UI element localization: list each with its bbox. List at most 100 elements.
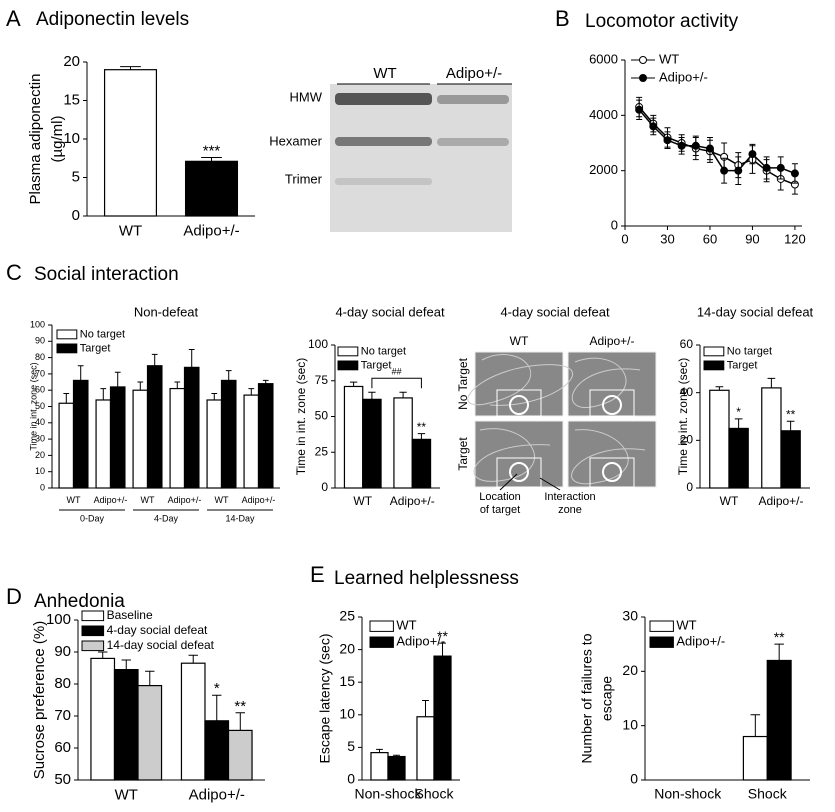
error-bar — [100, 388, 107, 400]
y-tick-label: 90 — [54, 643, 71, 660]
x-tick-label: Shock — [748, 786, 788, 802]
group-label: 4-Day — [154, 513, 179, 523]
y-tick-label: 20 — [339, 640, 355, 656]
marker — [748, 150, 757, 159]
bar — [227, 729, 253, 781]
x-tick-label: Non-shock — [355, 786, 423, 802]
y-axis-label: Escape latency (sec) — [317, 634, 333, 764]
y-tick-label: 25 — [339, 608, 355, 624]
bar — [742, 735, 768, 781]
y-tick-label: 20 — [680, 433, 694, 447]
x-tick-label: WT — [353, 494, 372, 508]
bar — [257, 383, 274, 489]
panel-letter: B — [555, 6, 570, 31]
error-bar — [734, 418, 743, 429]
legend-swatch — [56, 343, 78, 354]
x-tick-label: Adipo+/- — [390, 494, 435, 508]
tracks-title: 4-day social defeat — [500, 304, 610, 319]
legend-swatch — [649, 620, 674, 632]
y-tick-label: 0 — [630, 771, 638, 787]
annotation: ** — [786, 407, 796, 421]
blot-group: Adipo+/- — [446, 65, 502, 82]
legend-label: Adipo+/- — [659, 69, 708, 84]
panel-title: Anhedonia — [34, 591, 125, 612]
legend-swatch — [649, 636, 674, 648]
annotation: * — [736, 405, 741, 419]
panel-title: Social interaction — [34, 264, 179, 285]
chart-title: 4-day social defeat — [335, 304, 445, 319]
marker — [790, 169, 799, 178]
legend-label: Target — [80, 342, 111, 354]
legend-label: No target — [361, 345, 406, 357]
x-tick-label: Adipo+/- — [183, 222, 239, 239]
panel-title: Adiponectin levels — [36, 9, 189, 30]
bracket-label: ## — [392, 367, 402, 377]
marker — [720, 166, 729, 175]
panel-title: Learned helplessness — [334, 568, 519, 589]
y-tick-label: 30 — [35, 433, 45, 443]
legend-marker — [639, 74, 647, 82]
marker — [734, 166, 743, 175]
y-tick-label: 100 — [308, 337, 328, 351]
line — [638, 106, 796, 186]
legend-label: WT — [659, 51, 679, 66]
legend-label: WT — [396, 618, 416, 633]
x-tick-label: WT — [141, 495, 155, 505]
y-tick-label: 0 — [611, 217, 618, 232]
bar — [72, 379, 89, 489]
legend-swatch — [337, 346, 359, 357]
bar — [137, 684, 163, 781]
legend-label: Target — [361, 359, 392, 371]
legend-label: Adipo+/- — [396, 634, 445, 649]
bar — [113, 668, 139, 781]
bar — [132, 389, 149, 489]
tracks-column: Adipo+/- — [589, 334, 634, 348]
y-axis-label: Plasma adiponectin — [27, 74, 44, 205]
error-bar — [349, 381, 358, 387]
y-tick-label: 5 — [347, 738, 355, 754]
error-bar — [188, 654, 198, 664]
marker — [663, 136, 672, 145]
annotation: ** — [234, 698, 246, 715]
bar — [728, 427, 749, 489]
error-bar — [212, 694, 222, 721]
legend-swatch — [703, 346, 725, 357]
marker — [649, 122, 658, 131]
error-bar — [225, 370, 232, 381]
bar — [204, 720, 230, 781]
y-tick-label: 80 — [35, 352, 45, 362]
x-tick-label: 30 — [660, 231, 674, 246]
tracks-note: zone — [558, 504, 582, 516]
bar — [387, 755, 406, 781]
y-tick-label: 0 — [72, 207, 80, 224]
bar — [393, 397, 413, 489]
line — [638, 109, 796, 175]
tracking-images — [467, 351, 657, 491]
error-bar — [145, 670, 155, 686]
bar — [370, 752, 389, 781]
bar — [169, 387, 186, 489]
y-tick-label: 10 — [339, 706, 355, 722]
bar — [109, 386, 126, 489]
tracks-note: Location — [479, 491, 521, 503]
error-bar — [98, 651, 108, 659]
bar — [103, 69, 158, 217]
error-bar — [151, 353, 158, 366]
bar — [184, 160, 239, 217]
error-bar — [786, 420, 795, 431]
y-tick-label: 70 — [35, 368, 45, 378]
legend-swatch — [56, 329, 78, 340]
chart-title: Non-defeat — [134, 304, 199, 319]
y-tick-label: 60 — [680, 337, 694, 351]
error-bar — [77, 365, 84, 381]
x-tick-label: WT — [115, 786, 138, 803]
legend-label: 4-day social defeat — [107, 623, 208, 637]
y-tick-label: 75 — [315, 373, 329, 387]
y-tick-label: 5 — [72, 168, 80, 185]
y-tick-label: 2000 — [589, 162, 618, 177]
marker — [762, 163, 771, 172]
legend-swatch — [369, 620, 394, 632]
y-tick-label: 20 — [63, 53, 80, 70]
error-bar — [114, 371, 121, 387]
